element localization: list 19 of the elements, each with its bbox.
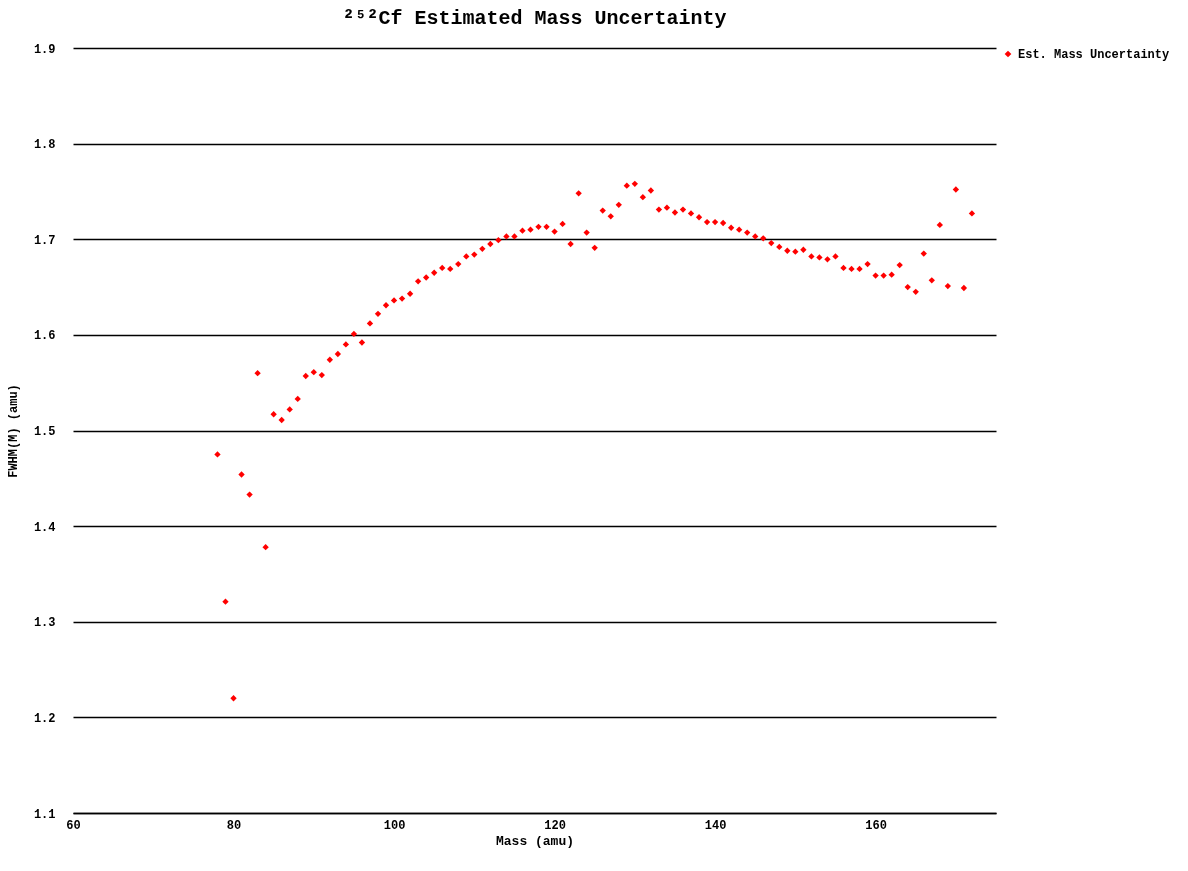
y-tick-label: 1.3 bbox=[33, 616, 56, 631]
y-tick-label: 1.4 bbox=[33, 520, 56, 535]
x-tick-label: 100 bbox=[383, 818, 406, 833]
chart-title: ²⁵²Cf Estimated Mass Uncertainty bbox=[342, 7, 727, 30]
y-axis-title: FWHM(M) (amu) bbox=[6, 384, 21, 478]
x-tick-label: 140 bbox=[704, 818, 727, 833]
y-tick-label: 1.1 bbox=[33, 807, 56, 822]
y-tick-label: 1.9 bbox=[33, 42, 56, 57]
legend-label: Est. Mass Uncertainty bbox=[1018, 48, 1170, 62]
x-tick-label: 80 bbox=[226, 818, 242, 833]
x-tick-label: 60 bbox=[66, 818, 81, 833]
x-axis-title: Mass (amu) bbox=[495, 833, 575, 849]
y-tick-label: 1.7 bbox=[33, 233, 56, 248]
y-tick-label: 1.6 bbox=[33, 329, 56, 344]
y-tick-label: 1.2 bbox=[33, 711, 56, 726]
y-tick-label: 1.5 bbox=[33, 425, 56, 439]
x-tick-label: 160 bbox=[865, 818, 887, 833]
y-tick-label: 1.8 bbox=[33, 138, 56, 153]
x-tick-label: 120 bbox=[544, 818, 566, 833]
